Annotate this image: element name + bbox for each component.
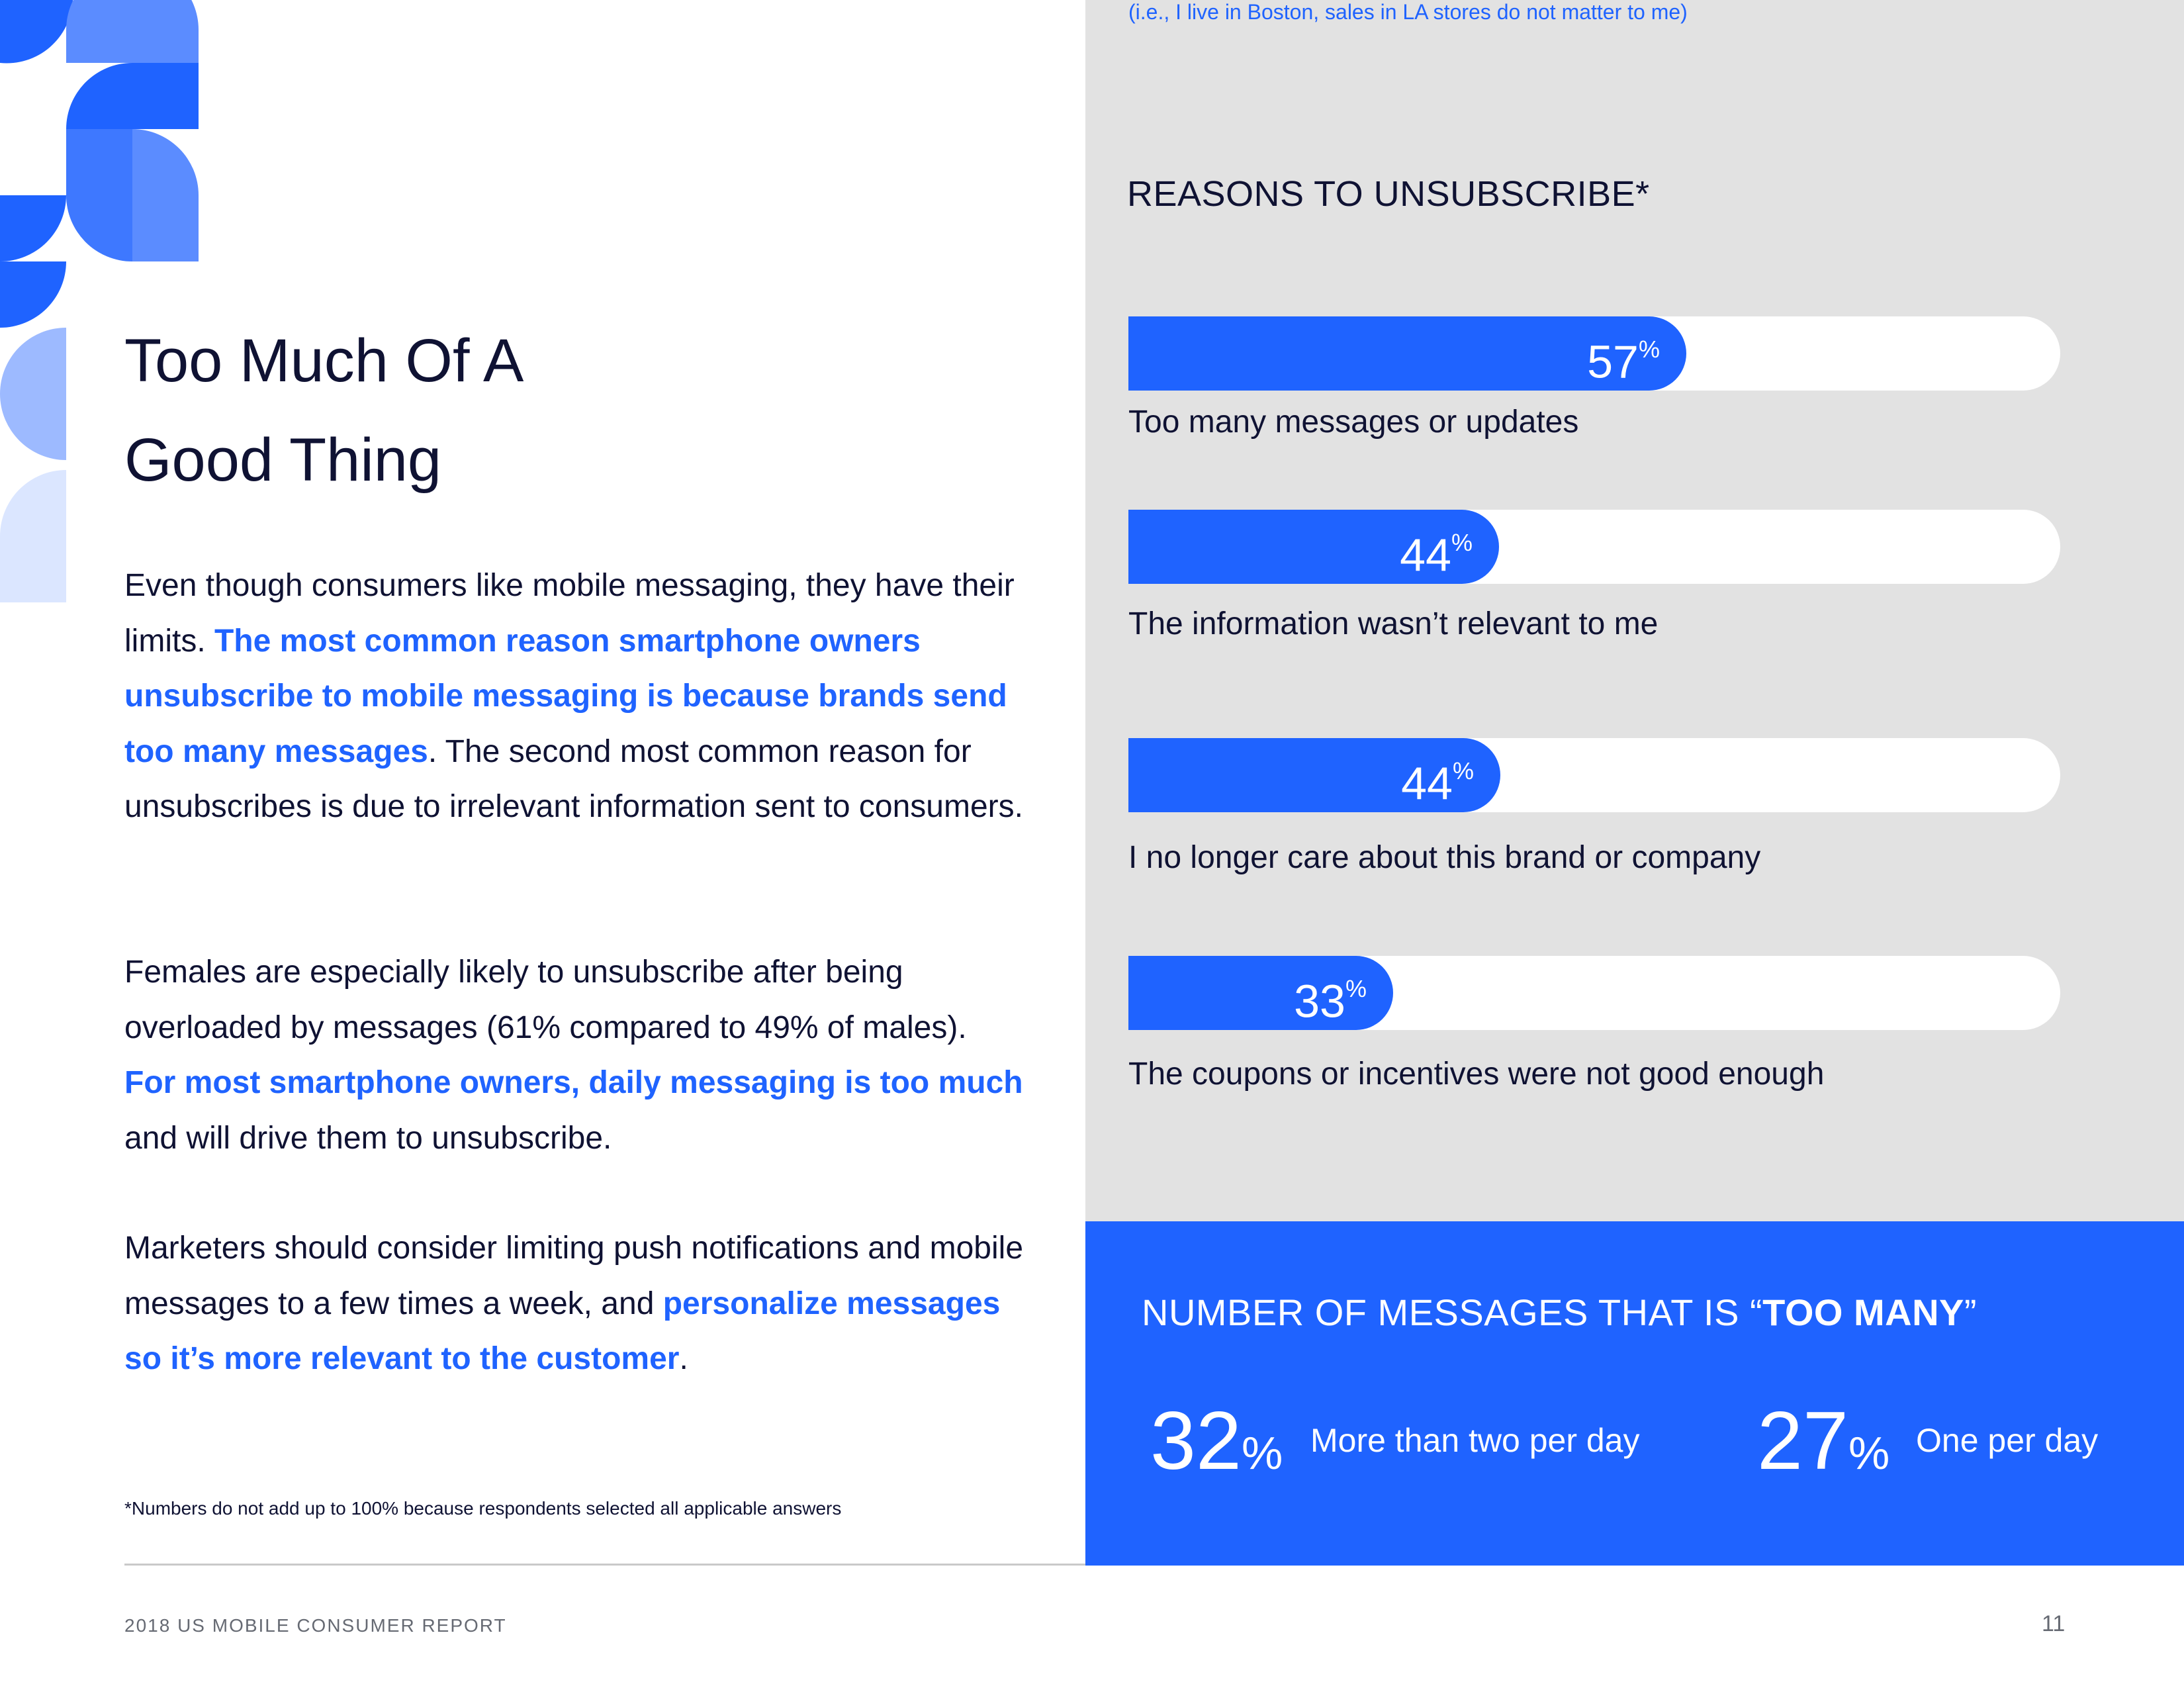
title-line-1: Too Much Of A bbox=[124, 327, 524, 395]
bar-value-label-4: 33% bbox=[1294, 975, 1367, 1027]
stat-value-2: 27% bbox=[1757, 1395, 1890, 1487]
bar-track-4: 33% bbox=[1128, 956, 2060, 1030]
bar-value-label-1: 57% bbox=[1587, 336, 1660, 388]
bar-track-3: 44% bbox=[1128, 738, 2060, 812]
bar-value-label-2: 44% bbox=[1400, 529, 1473, 581]
divider bbox=[124, 1564, 1085, 1566]
page-number: 11 bbox=[2042, 1611, 2066, 1636]
too-many-title: NUMBER OF MESSAGES THAT IS “TOO MANY” bbox=[1142, 1291, 1978, 1333]
bar-value-label-3: 44% bbox=[1401, 757, 1474, 810]
page-title: Too Much Of A Good Thing bbox=[124, 311, 523, 510]
bar-category-label-1: Too many messages or updates bbox=[1128, 404, 1579, 440]
bar-category-note-2: (i.e., I live in Boston, sales in LA sto… bbox=[1128, 0, 1688, 24]
stat-label-1: More than two per day bbox=[1310, 1422, 1640, 1459]
paragraph-1: Even though consumers like mobile messag… bbox=[124, 568, 1023, 824]
decorative-shapes bbox=[0, 0, 199, 602]
stat-label-2: One per day bbox=[1916, 1422, 2099, 1459]
footer-report-name: 2018 US MOBILE CONSUMER REPORT bbox=[124, 1615, 507, 1636]
bar-4 bbox=[1128, 956, 1393, 1030]
bar-category-label-4: The coupons or incentives were not good … bbox=[1128, 1056, 1825, 1092]
bar-category-label-2: The information wasn’t relevant to me bbox=[1128, 606, 1659, 641]
title-line-2: Good Thing bbox=[124, 426, 442, 494]
chart-title: REASONS TO UNSUBSCRIBE* bbox=[1127, 174, 1650, 214]
stat-value-1: 32% bbox=[1150, 1395, 1283, 1487]
bar-2 bbox=[1128, 510, 1499, 584]
footnote: *Numbers do not add up to 100% because r… bbox=[124, 1498, 842, 1519]
too-many-panel: NUMBER OF MESSAGES THAT IS “TOO MANY” 32… bbox=[1085, 1221, 2184, 1566]
bar-category-label-3: I no longer care about this brand or com… bbox=[1128, 840, 1761, 875]
paragraph-3: Marketers should consider limiting push … bbox=[124, 1231, 1024, 1376]
bar-1 bbox=[1128, 316, 1686, 391]
paragraph-2: Females are especially likely to unsubsc… bbox=[124, 955, 1023, 1156]
bar-3 bbox=[1128, 738, 1500, 812]
bar-track-1: 57% bbox=[1128, 316, 2060, 391]
bar-track-2: 44% bbox=[1128, 510, 2060, 584]
